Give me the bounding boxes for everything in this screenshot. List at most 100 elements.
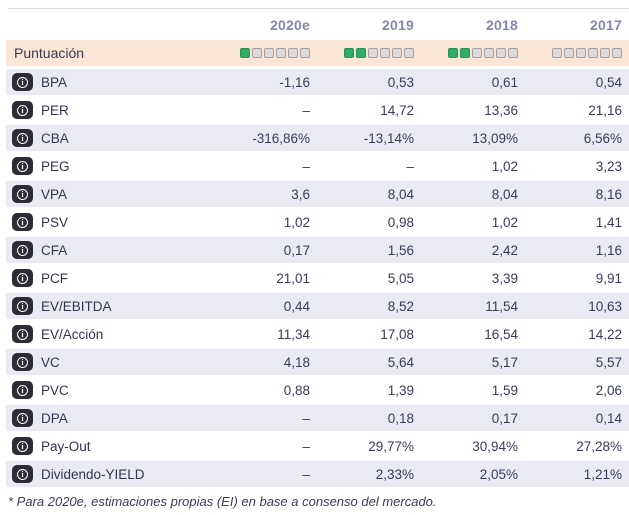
metric-label-cell: i DPA xyxy=(6,409,206,427)
value-2017: 3,23 xyxy=(595,158,622,174)
table-row: i PVC 0,88 1,39 1,59 2,06 xyxy=(6,377,629,403)
info-icon[interactable]: i xyxy=(12,269,33,287)
info-icon-glyph: i xyxy=(17,272,28,284)
info-icon-glyph: i xyxy=(17,132,28,144)
score-square-empty-icon xyxy=(368,48,378,58)
score-squares-2019 xyxy=(310,48,414,58)
value-2017: 27,28% xyxy=(576,438,622,454)
value-2018: 2,05% xyxy=(479,466,518,482)
value-2017: 1,21% xyxy=(583,466,622,482)
info-icon[interactable]: i xyxy=(12,185,33,203)
value-2020e: – xyxy=(302,410,310,426)
metric-label-cell: i PSV xyxy=(6,213,206,231)
metric-label-cell: i PER xyxy=(6,101,206,119)
metric-label-cell: i CFA xyxy=(6,241,206,259)
score-square-empty-icon xyxy=(612,48,622,58)
table-row: i EV/Acción 11,34 17,08 16,54 14,22 xyxy=(6,321,629,347)
value-2017: 6,56% xyxy=(583,130,622,146)
info-icon-glyph: i xyxy=(17,216,28,228)
value-2017: 0,14 xyxy=(595,410,622,426)
score-row: Puntuación xyxy=(6,40,629,66)
score-square-empty-icon xyxy=(276,48,286,58)
info-icon-glyph: i xyxy=(17,384,28,396)
metric-label: DPA xyxy=(41,410,68,426)
table-row: i PEG – – 1,02 3,23 xyxy=(6,153,629,179)
info-icon[interactable]: i xyxy=(12,129,33,147)
metric-label: CBA xyxy=(41,130,69,146)
value-2017: 2,06 xyxy=(595,382,622,398)
score-square-empty-icon xyxy=(300,48,310,58)
column-header-2018: 2018 xyxy=(486,16,518,33)
score-squares-2018 xyxy=(414,48,518,58)
value-2019: 17,08 xyxy=(380,326,414,342)
metric-label-cell: i CBA xyxy=(6,129,206,147)
value-2018: 11,54 xyxy=(485,298,518,314)
value-2020e: – xyxy=(302,102,310,118)
value-2020e: -1,16 xyxy=(279,74,310,90)
score-square-filled-icon xyxy=(240,48,250,58)
metric-label: Pay-Out xyxy=(41,438,91,454)
score-squares-2020e xyxy=(206,48,310,58)
score-squares-2017 xyxy=(518,48,622,58)
value-2018: 13,09% xyxy=(472,130,518,146)
info-icon[interactable]: i xyxy=(12,409,33,427)
table-row: i EV/EBITDA 0,44 8,52 11,54 10,63 xyxy=(6,293,629,319)
metric-label-cell: i Pay-Out xyxy=(6,437,206,455)
score-square-empty-icon xyxy=(288,48,298,58)
metric-rows: i BPA -1,16 0,53 0,61 0,54 i PER – 14,72… xyxy=(6,69,629,487)
table-row: i Pay-Out – 29,77% 30,94% 27,28% xyxy=(6,433,629,459)
score-square-empty-icon xyxy=(392,48,402,58)
info-icon[interactable]: i xyxy=(12,241,33,259)
value-2018: 1,02 xyxy=(491,214,518,230)
value-2020e: 0,17 xyxy=(283,242,310,258)
metric-label: EV/EBITDA xyxy=(41,298,112,314)
score-row-label: Puntuación xyxy=(14,45,85,61)
value-2017: 0,54 xyxy=(595,74,622,90)
info-icon[interactable]: i xyxy=(12,213,33,231)
info-icon[interactable]: i xyxy=(12,437,33,455)
info-icon[interactable]: i xyxy=(12,157,33,175)
value-2020e: – xyxy=(302,466,310,482)
info-icon[interactable]: i xyxy=(12,297,33,315)
value-2018: 13,36 xyxy=(484,102,518,118)
value-2017: 10,63 xyxy=(588,298,622,314)
metric-label: PCF xyxy=(41,270,68,286)
value-2019: 29,77% xyxy=(368,438,414,454)
value-2020e: 3,6 xyxy=(291,186,310,202)
metric-label-cell: i BPA xyxy=(6,73,206,91)
value-2020e: 0,88 xyxy=(283,382,310,398)
info-icon[interactable]: i xyxy=(12,73,33,91)
info-icon[interactable]: i xyxy=(12,353,33,371)
metric-label-cell: i VC xyxy=(6,353,206,371)
info-icon-glyph: i xyxy=(17,440,28,452)
info-icon-glyph: i xyxy=(17,356,28,368)
metric-label-cell: i PVC xyxy=(6,381,206,399)
table-row: i VC 4,18 5,64 5,17 5,57 xyxy=(6,349,629,375)
value-2018: 30,94% xyxy=(472,438,518,454)
value-2019: 8,52 xyxy=(387,298,414,314)
score-square-empty-icon xyxy=(496,48,506,58)
info-icon[interactable]: i xyxy=(12,101,33,119)
value-2019: – xyxy=(406,158,414,174)
metric-label: PSV xyxy=(41,214,69,230)
value-2017: 5,57 xyxy=(595,354,622,370)
score-square-filled-icon xyxy=(356,48,366,58)
score-square-filled-icon xyxy=(448,48,458,58)
value-2020e: 21,01 xyxy=(276,270,310,286)
value-2018: 2,42 xyxy=(491,242,518,258)
value-2018: 3,39 xyxy=(491,270,518,286)
info-icon[interactable]: i xyxy=(12,465,33,483)
value-2018: 5,17 xyxy=(491,354,518,370)
info-icon-glyph: i xyxy=(17,468,28,480)
value-2020e: 0,44 xyxy=(283,298,310,314)
value-2020e: – xyxy=(302,158,310,174)
info-icon[interactable]: i xyxy=(12,381,33,399)
table-row: i PCF 21,01 5,05 3,39 9,91 xyxy=(6,265,629,291)
value-2018: 1,59 xyxy=(491,382,518,398)
info-icon-glyph: i xyxy=(17,300,28,312)
info-icon[interactable]: i xyxy=(12,325,33,343)
value-2018: 0,61 xyxy=(491,74,518,90)
footnote: * Para 2020e, estimaciones propias (EI) … xyxy=(8,494,437,509)
value-2019: 1,39 xyxy=(387,382,414,398)
value-2017: 21,16 xyxy=(588,102,622,118)
